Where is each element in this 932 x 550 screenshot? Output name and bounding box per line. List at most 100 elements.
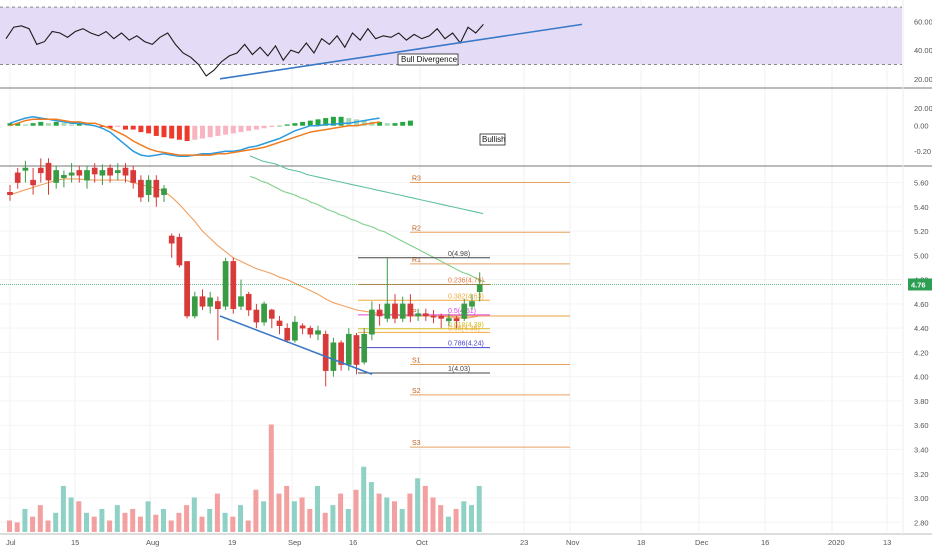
macd-histogram-bar (307, 120, 313, 126)
candle-body (446, 318, 452, 322)
candle-body (261, 303, 267, 323)
candle-body (453, 318, 460, 322)
pivot-label: R1 (412, 257, 421, 264)
volume-bar (91, 516, 97, 532)
macd-histogram-bar (246, 125, 252, 131)
volume-bar (184, 505, 190, 532)
macd-histogram-bar (115, 125, 121, 127)
x-tick-label: Sep (288, 538, 301, 547)
candle-body (376, 309, 383, 317)
volume-bar (245, 520, 251, 532)
macd-histogram-bar (384, 123, 390, 126)
candle-body (91, 167, 98, 175)
macd-histogram-bar (223, 125, 229, 135)
macd-histogram-bar (192, 125, 198, 140)
macd-histogram-bar (200, 125, 205, 139)
fib-label: 0.236(4.76) (448, 277, 484, 284)
macd-histogram-bar (153, 125, 159, 136)
macd-histogram-bar (230, 125, 236, 134)
volume-bar (307, 508, 313, 532)
candle-body (361, 333, 368, 363)
candle-body (345, 333, 352, 365)
macd-histogram-bar (238, 125, 244, 133)
candle-body (7, 192, 13, 195)
macd-histogram-bar (392, 123, 398, 126)
candle-body (22, 167, 29, 171)
x-tick-label: 15 (71, 538, 79, 547)
volume-bar (161, 508, 166, 532)
last-price-label: 4.76 (911, 280, 926, 289)
bull-divergence-label: Bull Divergence (401, 55, 458, 64)
macd-histogram-bar (69, 124, 75, 126)
macd-histogram-bar (161, 125, 167, 138)
sma-long-line (249, 155, 484, 215)
price-tick-label: 4.00 (914, 373, 929, 382)
macd-histogram-bar (269, 125, 275, 127)
x-tick-label: Nov (566, 538, 580, 547)
candle-body (30, 179, 36, 186)
volume-bar (330, 505, 336, 532)
volume-bar (399, 508, 405, 532)
pivot-label: R2 (412, 225, 421, 232)
volume-bar (76, 501, 82, 532)
volume-bar (345, 508, 351, 532)
volume-bar (415, 478, 421, 532)
volume-bar (438, 505, 444, 532)
volume-bar (276, 493, 282, 532)
price-tick-label: 5.00 (914, 251, 929, 260)
volume-bar (176, 512, 182, 532)
macd-histogram-bar (253, 125, 259, 130)
macd-histogram-bar (184, 125, 190, 142)
macd-histogram-bar (53, 121, 59, 126)
price-tick-label: 5.40 (914, 203, 929, 212)
candle-body (114, 170, 121, 174)
macd-signal-line (9, 118, 380, 156)
volume-bar (191, 497, 197, 532)
candle-body (407, 303, 414, 317)
macd-tick-label: -0.20 (914, 147, 931, 156)
candle-body (322, 333, 329, 371)
candle-body (461, 303, 468, 319)
candle-body (68, 172, 75, 176)
pivot-label: S2 (412, 388, 421, 395)
candle-body (168, 235, 175, 244)
candle-body (107, 167, 113, 176)
candle-body (469, 301, 475, 307)
candle-body (99, 170, 106, 176)
candle-body (191, 296, 198, 317)
macd-histogram-bar (377, 121, 383, 126)
candle-body (253, 309, 260, 323)
volume-bar (322, 512, 328, 532)
macd-histogram-bar (130, 125, 136, 130)
rsi-line (5, 24, 484, 77)
x-tick-label: 16 (761, 538, 769, 547)
volume-bar (353, 489, 359, 532)
candle-body (392, 303, 398, 319)
candle-body (276, 320, 283, 326)
volume-bar (407, 493, 413, 532)
macd-histogram-bar (7, 123, 13, 126)
macd-histogram-bar (46, 123, 51, 126)
candle-body (207, 297, 214, 307)
fib-label: 0.65(4.36) (448, 325, 480, 332)
volume-bar (392, 501, 397, 532)
rsi-tick-label: 20.00 (914, 75, 932, 84)
candle-body (476, 284, 483, 293)
candle-body (330, 342, 337, 371)
volume-bar (7, 520, 12, 532)
candle-body (215, 301, 221, 309)
volume-bar (199, 516, 205, 532)
candle-body (438, 315, 445, 319)
candle-body (37, 167, 44, 174)
x-tick-label: Oct (416, 538, 429, 547)
volume-bar (207, 508, 213, 532)
volume-bar (368, 482, 374, 532)
candle-body (268, 309, 275, 319)
macd-histogram-bar (176, 125, 182, 140)
volume-bar (453, 508, 459, 532)
fib-label: 1(4.03) (448, 366, 470, 373)
price-tick-label: 2.80 (914, 518, 929, 527)
price-tick-label: 4.20 (914, 348, 929, 357)
candle-body (145, 179, 152, 195)
